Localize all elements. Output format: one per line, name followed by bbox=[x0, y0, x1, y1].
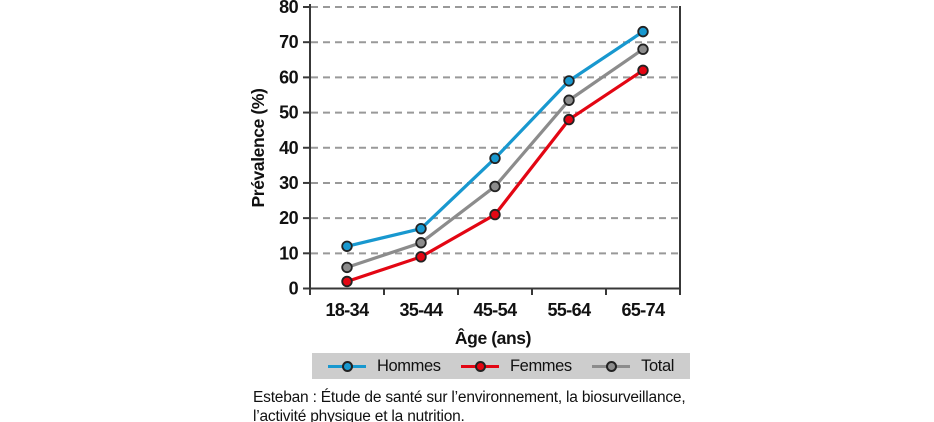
tick-labels: 0 10 20 30 40 50 60 70 80 18-34 35-44 45-54 55-64 65-… bbox=[279, 0, 666, 320]
data-point-femmes-35-44 bbox=[415, 251, 427, 263]
legend-marker-femmes bbox=[460, 360, 499, 372]
data-point-total-65-74 bbox=[637, 43, 649, 55]
y-tick-label-40: 40 bbox=[279, 138, 298, 158]
x-tick-label-65-74: 65-74 bbox=[621, 300, 665, 320]
data-point-hommes-55-64 bbox=[563, 75, 575, 87]
legend-item-hommes: Hommes bbox=[328, 358, 441, 375]
axis-ticks bbox=[303, 6, 681, 295]
legend-label-femmes: Femmes bbox=[509, 356, 572, 375]
y-tick-label-0: 0 bbox=[289, 279, 299, 299]
legend-dot-femmes bbox=[474, 360, 486, 372]
data-point-total-45-54 bbox=[489, 180, 501, 193]
y-tick-label-80: 80 bbox=[279, 0, 298, 17]
legend-dot-total bbox=[606, 360, 618, 372]
caption-line-2: l’activité physique et la nutrition. bbox=[253, 408, 465, 422]
caption: Esteban : Étude de santé sur l’environne… bbox=[253, 388, 686, 422]
x-tick-label-18-34: 18-34 bbox=[325, 300, 369, 320]
data-point-hommes-18-34 bbox=[341, 240, 353, 252]
legend-marker-total bbox=[592, 360, 631, 372]
legend-dot-hommes bbox=[342, 360, 353, 372]
data-point-femmes-18-34 bbox=[341, 275, 353, 288]
y-tick-label-70: 70 bbox=[279, 32, 298, 52]
x-axis-title: Âge (ans) bbox=[455, 327, 531, 348]
x-tick-label-45-54: 45-54 bbox=[473, 300, 517, 320]
data-point-total-18-34 bbox=[341, 261, 353, 274]
y-tick-label-20: 20 bbox=[279, 208, 298, 228]
plot-area: 0 10 20 30 40 50 60 70 80 18-34 35-44 45-54 55-64 65-… bbox=[248, 0, 681, 348]
data-point-hommes-45-54 bbox=[489, 152, 501, 165]
data-point-hommes-65-74 bbox=[637, 25, 649, 38]
data-point-total-55-64 bbox=[563, 94, 575, 106]
legend-item-total: Total bbox=[592, 358, 674, 375]
legend-marker-hommes bbox=[328, 360, 366, 372]
series-layer bbox=[341, 25, 649, 288]
legend: Hommes Femmes Total bbox=[312, 353, 690, 379]
legend-item-femmes: Femmes bbox=[460, 356, 572, 375]
series-line-femmes bbox=[345, 68, 645, 284]
y-tick-label-50: 50 bbox=[279, 103, 298, 123]
data-point-femmes-65-74 bbox=[637, 64, 649, 77]
caption-line-1: Esteban : Étude de santé sur l’environne… bbox=[253, 389, 686, 406]
data-point-hommes-35-44 bbox=[415, 222, 427, 235]
y-tick-label-10: 10 bbox=[279, 243, 298, 263]
data-point-femmes-55-64 bbox=[563, 113, 575, 126]
y-tick-label-30: 30 bbox=[279, 173, 298, 193]
data-point-total-35-44 bbox=[415, 237, 427, 249]
y-tick-label-60: 60 bbox=[279, 67, 298, 87]
x-tick-label-55-64: 55-64 bbox=[547, 300, 591, 320]
legend-label-total: Total bbox=[641, 356, 674, 375]
y-axis-title: Prévalence (%) bbox=[248, 89, 268, 208]
legend-label-hommes: Hommes bbox=[377, 356, 441, 375]
x-tick-label-35-44: 35-44 bbox=[399, 300, 443, 320]
data-point-femmes-45-54 bbox=[489, 208, 501, 221]
